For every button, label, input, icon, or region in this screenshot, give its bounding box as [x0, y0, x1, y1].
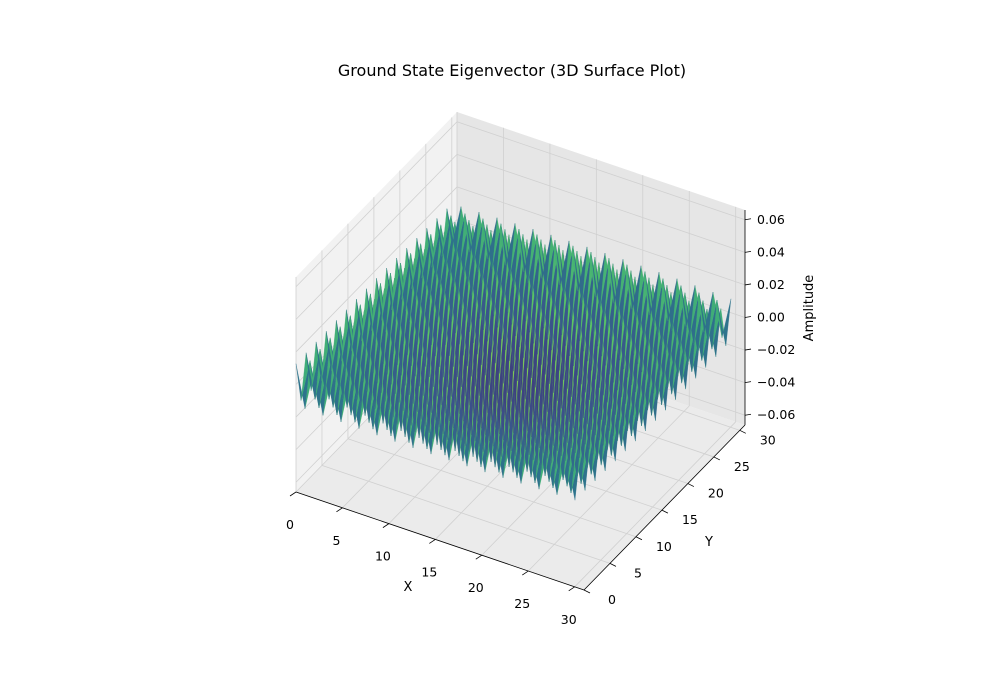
- floor-grid-y: [321, 465, 611, 564]
- x-tick: [336, 507, 343, 513]
- x-axis-label: X: [404, 580, 413, 595]
- x-tick-label: 0: [286, 517, 294, 532]
- x-tick-label: 15: [421, 564, 437, 579]
- y-axis: 0 5 10 15 20 25 30: [583, 424, 776, 607]
- y-tick-label: 30: [760, 432, 776, 447]
- surface-facet: [446, 206, 462, 255]
- floor-grid-x: [527, 405, 690, 572]
- y-tick: [661, 509, 669, 514]
- x-tick: [568, 586, 575, 592]
- left-grid-z: [295, 186, 458, 353]
- z-tick: [744, 348, 752, 351]
- z-tick: [744, 218, 752, 221]
- z-tick: [744, 316, 752, 318]
- z-tick-label: 0.06: [757, 212, 785, 227]
- y-axis-line: [583, 424, 746, 591]
- z-tick: [744, 381, 752, 384]
- y-axis-label: Y: [704, 535, 713, 550]
- y-tick-label: 20: [708, 486, 724, 501]
- y-tick: [635, 536, 643, 541]
- x-axis-line: [295, 491, 585, 591]
- x-tick: [382, 523, 390, 528]
- z-tick: [744, 413, 752, 416]
- y-tick: [713, 456, 721, 461]
- x-tick-label: 30: [561, 612, 577, 627]
- surface-mesh: [295, 206, 732, 501]
- y-tick-label: 5: [634, 565, 642, 580]
- x-tick-label: 5: [332, 533, 340, 548]
- chart-title: Ground State Eigenvector (3D Surface Plo…: [338, 61, 686, 80]
- z-axis: 0.06 0.04 0.02 0.00 −0.02 −0.04 −0.06: [744, 210, 795, 425]
- x-tick: [522, 570, 529, 576]
- back-grid-z: [456, 153, 746, 253]
- x-tick: [429, 539, 436, 544]
- y-tick-label: 15: [682, 512, 698, 527]
- floor-grid-y: [347, 438, 637, 538]
- left-grid-z: [295, 121, 458, 288]
- x-tick-label: 20: [468, 580, 484, 595]
- y-tick-label: 0: [608, 592, 616, 607]
- back-grid-z: [456, 186, 746, 286]
- z-tick-label: −0.06: [757, 407, 795, 422]
- y-tick: [583, 589, 591, 594]
- left-grid-z: [295, 154, 458, 320]
- x-tick: [475, 554, 483, 560]
- y-tick-label: 25: [734, 459, 750, 474]
- z-tick: [744, 283, 752, 286]
- floor-grid-x: [574, 421, 736, 588]
- x-tick-label: 10: [375, 549, 391, 564]
- y-tick-label: 10: [656, 539, 672, 554]
- z-axis-label: Amplitude: [802, 275, 817, 342]
- z-tick-label: −0.04: [757, 375, 795, 390]
- x-tick-label: 25: [514, 596, 530, 611]
- z-tick: [744, 250, 752, 253]
- x-tick: [289, 491, 297, 497]
- z-tick-label: 0.02: [757, 277, 785, 292]
- y-tick: [687, 483, 695, 487]
- y-tick: [739, 429, 746, 434]
- x-axis: 0 5 10 15 20 25 30: [286, 491, 585, 627]
- z-tick-label: 0.00: [757, 310, 785, 325]
- z-tick-label: −0.02: [757, 342, 795, 357]
- back-grid-z: [456, 121, 746, 221]
- z-tick-label: 0.04: [757, 244, 785, 259]
- y-tick: [609, 563, 617, 567]
